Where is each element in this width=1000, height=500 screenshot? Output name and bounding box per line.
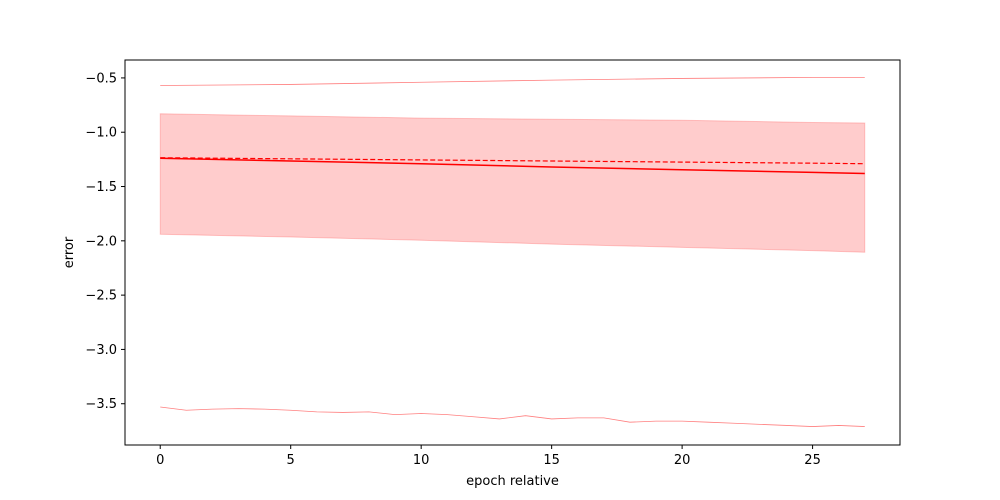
x-tick-label: 10: [413, 453, 430, 468]
x-tick-label: 15: [543, 453, 560, 468]
plot-area: [159, 76, 866, 427]
y-tick-label: −3.5: [85, 397, 117, 412]
dashed-line: [160, 157, 865, 165]
y-tick-label: −0.5: [85, 71, 117, 86]
y-tick-label: −2.0: [85, 234, 117, 249]
solid-line: [160, 157, 865, 175]
y-axis-label: error: [62, 236, 77, 268]
x-axis-label: epoch relative: [466, 474, 559, 489]
y-tick-label: −2.5: [85, 289, 117, 304]
x-tick-label: 0: [156, 453, 164, 468]
max-line: [160, 76, 865, 86]
y-tick-label: −1.5: [85, 180, 117, 195]
y-tick-label: −3.0: [85, 343, 117, 358]
x-tick-label: 20: [674, 453, 691, 468]
confidence-band: [159, 113, 866, 253]
min-line: [160, 406, 865, 427]
axes-frame: [124, 59, 901, 446]
x-tick-label: 25: [804, 453, 821, 468]
x-tick-label: 5: [287, 453, 295, 468]
y-axis: −3.5 −3.0 −2.5 −2.0 −1.5 −1.0 −0.5: [85, 71, 125, 412]
x-axis: 0 5 10 15 20 25: [156, 445, 821, 468]
y-tick-label: −1.0: [85, 126, 117, 141]
